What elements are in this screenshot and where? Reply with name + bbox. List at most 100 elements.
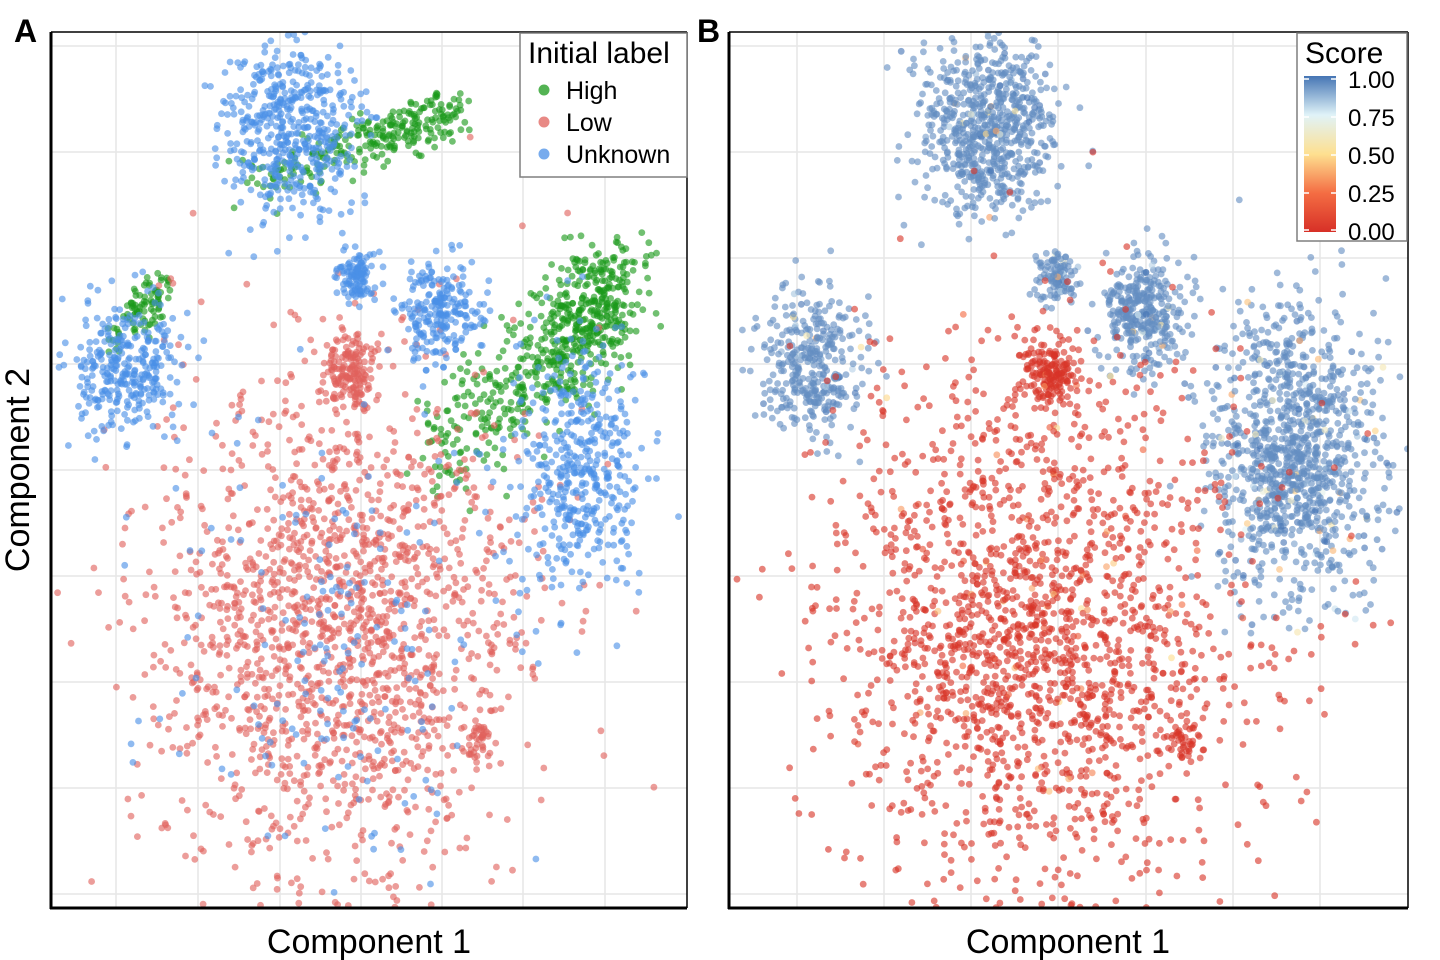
scatter-point bbox=[939, 58, 947, 65]
scatter-point bbox=[340, 88, 347, 96]
scatter-point bbox=[254, 621, 262, 629]
scatter-point bbox=[403, 591, 411, 599]
scatter-point bbox=[445, 564, 453, 572]
scatter-point bbox=[175, 341, 182, 349]
scatter-point bbox=[230, 110, 238, 118]
scatter-point bbox=[273, 776, 281, 784]
scatter-point bbox=[360, 124, 368, 132]
scatter-point bbox=[297, 815, 304, 823]
scatter-point bbox=[478, 342, 486, 349]
scatter-point bbox=[290, 604, 298, 611]
scatter-point bbox=[989, 59, 996, 66]
scatter-point bbox=[541, 416, 549, 424]
scatter-point bbox=[317, 177, 324, 185]
scatter-point bbox=[334, 69, 342, 77]
scatter-point bbox=[421, 691, 429, 699]
scatter-point bbox=[425, 260, 432, 268]
scatter-point bbox=[352, 570, 360, 577]
scatter-point bbox=[331, 643, 339, 651]
scatter-point bbox=[516, 589, 524, 597]
scatter-point bbox=[510, 331, 517, 339]
scatter-point bbox=[579, 617, 587, 625]
scatter-point bbox=[450, 485, 458, 493]
scatter-point bbox=[353, 717, 360, 724]
scatter-point bbox=[528, 369, 535, 376]
scatter-point bbox=[319, 455, 327, 463]
scatter-point bbox=[511, 430, 519, 438]
scatter-point bbox=[367, 290, 375, 298]
scatter-point bbox=[371, 878, 379, 886]
scatter-point bbox=[333, 716, 340, 724]
scatter-point bbox=[406, 831, 414, 838]
scatter-point bbox=[485, 277, 493, 285]
scatter-point bbox=[298, 402, 305, 410]
scatter-point bbox=[653, 249, 660, 257]
scatter-point bbox=[541, 525, 549, 533]
scatter-point bbox=[559, 431, 567, 438]
scatter-point bbox=[135, 717, 142, 725]
scatter-point bbox=[192, 558, 200, 566]
scatter-point bbox=[139, 268, 147, 276]
scatter-point bbox=[243, 179, 251, 187]
scatter-point bbox=[347, 67, 355, 74]
scatter-point bbox=[127, 740, 135, 748]
scatter-point bbox=[286, 575, 293, 582]
scatter-point bbox=[246, 226, 254, 234]
scatter-point bbox=[227, 140, 235, 147]
scatter-point bbox=[519, 417, 527, 424]
scatter-point bbox=[292, 511, 300, 519]
scatter-point bbox=[285, 625, 293, 632]
scatter-point bbox=[318, 888, 326, 896]
scatter-point bbox=[279, 118, 287, 125]
scatter-point bbox=[369, 775, 377, 783]
scatter-point bbox=[560, 541, 567, 549]
scatter-point bbox=[224, 602, 232, 610]
scatter-point bbox=[486, 749, 494, 757]
scatter-point bbox=[638, 444, 645, 452]
scatter-point bbox=[653, 475, 660, 482]
scatter-point bbox=[511, 324, 518, 332]
scatter-point bbox=[332, 380, 339, 388]
scatter-point bbox=[397, 729, 405, 736]
scatter-point bbox=[600, 752, 608, 759]
scatter-point bbox=[293, 752, 301, 760]
scatter-point bbox=[592, 461, 600, 469]
scatter-point bbox=[921, 193, 928, 201]
scatter-point bbox=[924, 65, 932, 73]
scatter-point bbox=[420, 848, 428, 855]
scatter-point bbox=[164, 294, 172, 302]
scatter-point bbox=[310, 348, 318, 356]
scatter-point bbox=[461, 456, 468, 463]
scatter-point bbox=[67, 639, 75, 647]
scatter-point bbox=[594, 451, 602, 458]
scatter-point bbox=[615, 283, 623, 291]
scatter-point bbox=[322, 397, 330, 405]
scatter-point bbox=[301, 677, 309, 685]
scatter-point bbox=[427, 827, 435, 835]
scatter-point bbox=[116, 619, 124, 626]
scatter-point bbox=[121, 324, 129, 332]
scatter-point bbox=[442, 463, 450, 471]
scatter-point bbox=[73, 356, 81, 363]
scatter-point bbox=[584, 407, 591, 415]
scatter-point bbox=[144, 338, 152, 345]
scatter-point bbox=[121, 524, 129, 532]
scatter-point bbox=[344, 150, 351, 158]
scatter-point bbox=[561, 234, 568, 242]
scatter-point bbox=[592, 481, 599, 489]
scatter-point bbox=[442, 795, 450, 803]
scatter-point bbox=[180, 424, 188, 432]
scatter-point bbox=[558, 446, 565, 454]
scatter-point bbox=[315, 166, 322, 174]
scatter-point bbox=[386, 142, 393, 149]
scatter-point bbox=[126, 312, 134, 320]
scatter-point bbox=[381, 669, 389, 677]
scatter-point bbox=[1037, 78, 1044, 86]
scatter-point bbox=[297, 778, 305, 785]
scatter-point bbox=[203, 716, 211, 723]
scatter-point bbox=[340, 643, 348, 650]
scatter-point bbox=[326, 144, 334, 151]
scatter-point bbox=[555, 354, 562, 362]
scatter-point bbox=[288, 725, 296, 733]
panel-b: B Component 1 Score 1.00 bbox=[697, 13, 1409, 960]
